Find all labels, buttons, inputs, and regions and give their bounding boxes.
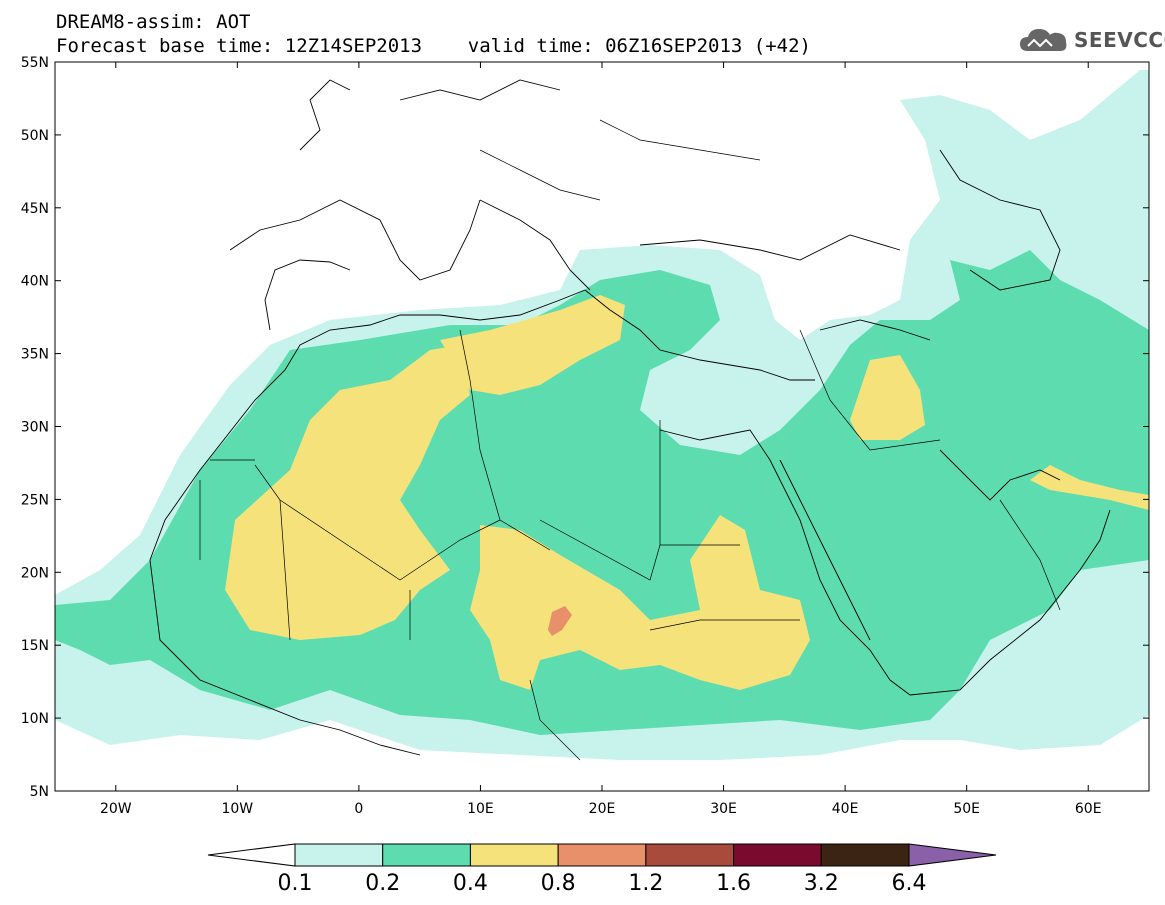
colorbar: 0.1 0.2 0.4 0.8 1.2 1.6 3.2 6.4 bbox=[207, 843, 997, 896]
lat-tick-label: 5N bbox=[30, 784, 49, 800]
lat-tick-label: 30N bbox=[21, 420, 49, 436]
aot-contour-0.4-gulf bbox=[1030, 465, 1149, 510]
lon-tick-label: 30E bbox=[710, 801, 737, 817]
colorbar-label: 3.2 bbox=[804, 871, 839, 896]
aot-contour-0.4-north bbox=[440, 295, 625, 395]
aot-contour-0.4-central bbox=[470, 515, 810, 690]
lon-tick-label: 0 bbox=[354, 801, 363, 817]
colorbar-label: 0.4 bbox=[453, 871, 488, 896]
aot-contour-0.4-east bbox=[850, 355, 925, 440]
lat-tick-label: 25N bbox=[21, 492, 49, 508]
colorbar-label: 0.1 bbox=[278, 871, 313, 896]
colorbar-swatch bbox=[733, 843, 822, 867]
lat-tick-label: 55N bbox=[21, 55, 49, 71]
lon-tick-label: 40E bbox=[832, 801, 859, 817]
colorbar-swatch bbox=[645, 843, 735, 867]
lat-tick-label: 40N bbox=[21, 274, 49, 290]
lat-tick-label: 10N bbox=[21, 711, 49, 727]
lon-tick-label: 10W bbox=[221, 801, 253, 817]
aot-field bbox=[55, 70, 1149, 760]
lat-tick-label: 20N bbox=[21, 565, 49, 581]
lon-tick-label: 10E bbox=[467, 801, 494, 817]
logo-text: SEEVCCC bbox=[1074, 28, 1165, 52]
country-borders bbox=[199, 119, 1061, 761]
aot-contour-0.8 bbox=[548, 606, 572, 636]
latitude-axis: 55N 50N 45N 40N 35N 30N 25N 20N 15N 10N 5N bbox=[21, 55, 1149, 800]
logo: SEEVCCC bbox=[1018, 25, 1165, 55]
colorbar-label: 0.2 bbox=[365, 871, 400, 896]
colorbar-label: 1.2 bbox=[628, 871, 663, 896]
longitude-axis: 20W 10W 0 10E 20E 30E 40E 50E 60E bbox=[100, 62, 1102, 817]
colorbar-label: 1.6 bbox=[716, 871, 751, 896]
lon-tick-label: 60E bbox=[1075, 801, 1102, 817]
colorbar-label: 6.4 bbox=[892, 871, 927, 896]
aot-contour-0.4-west bbox=[225, 345, 470, 640]
lon-tick-label: 20E bbox=[589, 801, 616, 817]
lat-tick-label: 35N bbox=[21, 347, 49, 363]
map-title: DREAM8-assim: AOT bbox=[56, 11, 251, 33]
colorbar-label: 0.8 bbox=[541, 871, 576, 896]
colorbar-over-arrow bbox=[908, 843, 997, 867]
forecast-times: Forecast base time: 12Z14SEP2013 valid t… bbox=[56, 35, 811, 57]
lat-tick-label: 50N bbox=[21, 128, 49, 144]
colorbar-swatch bbox=[469, 843, 559, 867]
colorbar-swatch bbox=[294, 843, 384, 867]
lon-tick-label: 50E bbox=[953, 801, 980, 817]
colorbar-swatch bbox=[557, 843, 647, 867]
lat-tick-label: 45N bbox=[21, 201, 49, 217]
colorbar-swatch bbox=[382, 843, 471, 867]
lon-tick-label: 20W bbox=[100, 801, 132, 817]
colorbar-swatch bbox=[820, 843, 910, 867]
cloud-icon bbox=[1020, 29, 1067, 51]
coastlines bbox=[149, 79, 1111, 756]
lat-tick-label: 15N bbox=[21, 638, 49, 654]
colorbar-under-arrow bbox=[207, 843, 296, 867]
